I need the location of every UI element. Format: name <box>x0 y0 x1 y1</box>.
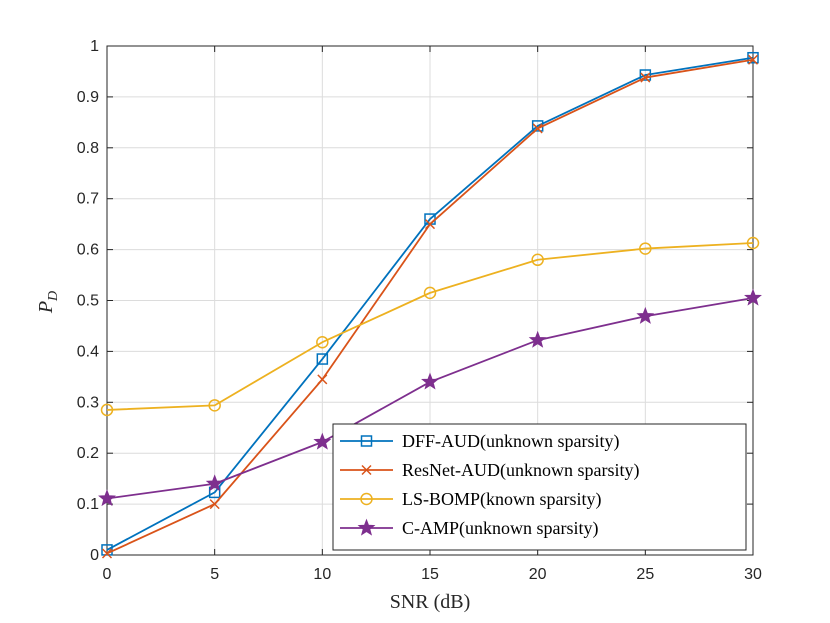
series-2-point <box>424 219 436 230</box>
series-2-point <box>532 123 543 134</box>
series-3-point <box>100 403 114 417</box>
series-1-point <box>101 544 113 556</box>
series-3-point <box>316 335 329 349</box>
series-group <box>98 51 762 559</box>
legend-label-1: DFF-AUD(unknown sparsity) <box>402 431 620 452</box>
legend-marker-4 <box>357 518 376 536</box>
legend: DFF-AUD(unknown sparsity) ResNet-AUD(unkn… <box>332 423 747 551</box>
series-4-point <box>98 489 116 507</box>
series-2-point <box>317 374 328 385</box>
series-3-point <box>639 242 652 255</box>
series-4-point <box>313 432 332 450</box>
y-tick-label: 1 <box>90 38 99 55</box>
series-4-point <box>528 330 547 348</box>
x-axis-ticks: 0 5 10 15 20 25 30 <box>103 46 762 583</box>
series-3-point <box>531 253 544 267</box>
x-tick-label: 25 <box>636 566 654 583</box>
y-axis-label-subscript: D <box>46 291 61 302</box>
y-tick-label: 0.4 <box>77 343 99 360</box>
y-axis-label-main: P <box>35 301 57 314</box>
y-axis-ticks: 0 0.1 0.2 0.3 0.4 0.5 0.6 0.7 0.8 0.9 1 <box>77 38 753 564</box>
series-3-point <box>423 286 437 300</box>
series-line-1 <box>106 56 754 551</box>
series-4-point <box>205 474 224 492</box>
y-tick-label: 0.7 <box>77 191 99 208</box>
x-tick-label: 0 <box>103 566 112 583</box>
series-1-point <box>639 69 652 81</box>
y-tick-label: 0.8 <box>77 140 99 157</box>
series-2-point <box>209 499 220 510</box>
x-tick-label: 15 <box>421 566 439 583</box>
series-2-point <box>101 548 113 559</box>
y-axis-label: PD <box>35 291 61 314</box>
legend-label-3: LS-BOMP(known sparsity) <box>402 489 602 510</box>
series-3-point <box>208 399 221 412</box>
series-1-point <box>747 51 759 64</box>
x-tick-label: 20 <box>529 566 547 583</box>
series-line-3 <box>106 242 754 411</box>
y-tick-label: 0.6 <box>77 242 99 259</box>
legend-box <box>332 423 747 551</box>
y-tick-label: 0.3 <box>77 394 99 411</box>
y-tick-label: 0 <box>90 547 99 564</box>
x-tick-label: 10 <box>313 566 331 583</box>
svg-text:PD: PD <box>35 291 61 314</box>
series-4-point <box>744 288 762 306</box>
x-tick-label: 5 <box>210 566 219 583</box>
series-4-point <box>636 306 655 324</box>
y-tick-label: 0.5 <box>77 293 99 310</box>
legend-label-2: ResNet-AUD(unknown sparsity) <box>402 460 639 481</box>
legend-marker-3 <box>360 492 373 506</box>
y-tick-label: 0.1 <box>77 496 99 513</box>
series-2-point <box>747 54 759 65</box>
legend-label-4: C-AMP(unknown sparsity) <box>402 518 599 539</box>
y-tick-label: 0.9 <box>77 89 99 106</box>
legend-marker-2 <box>361 464 372 476</box>
x-axis-label: SNR (dB) <box>390 591 471 613</box>
series-4-point <box>421 372 439 390</box>
x-tick-label: 30 <box>744 566 762 583</box>
series-2-point <box>640 72 651 83</box>
y-tick-label: 0.2 <box>77 445 99 462</box>
series-3-point <box>746 236 760 250</box>
series-1-point <box>316 353 329 365</box>
legend-marker-1 <box>360 435 373 447</box>
